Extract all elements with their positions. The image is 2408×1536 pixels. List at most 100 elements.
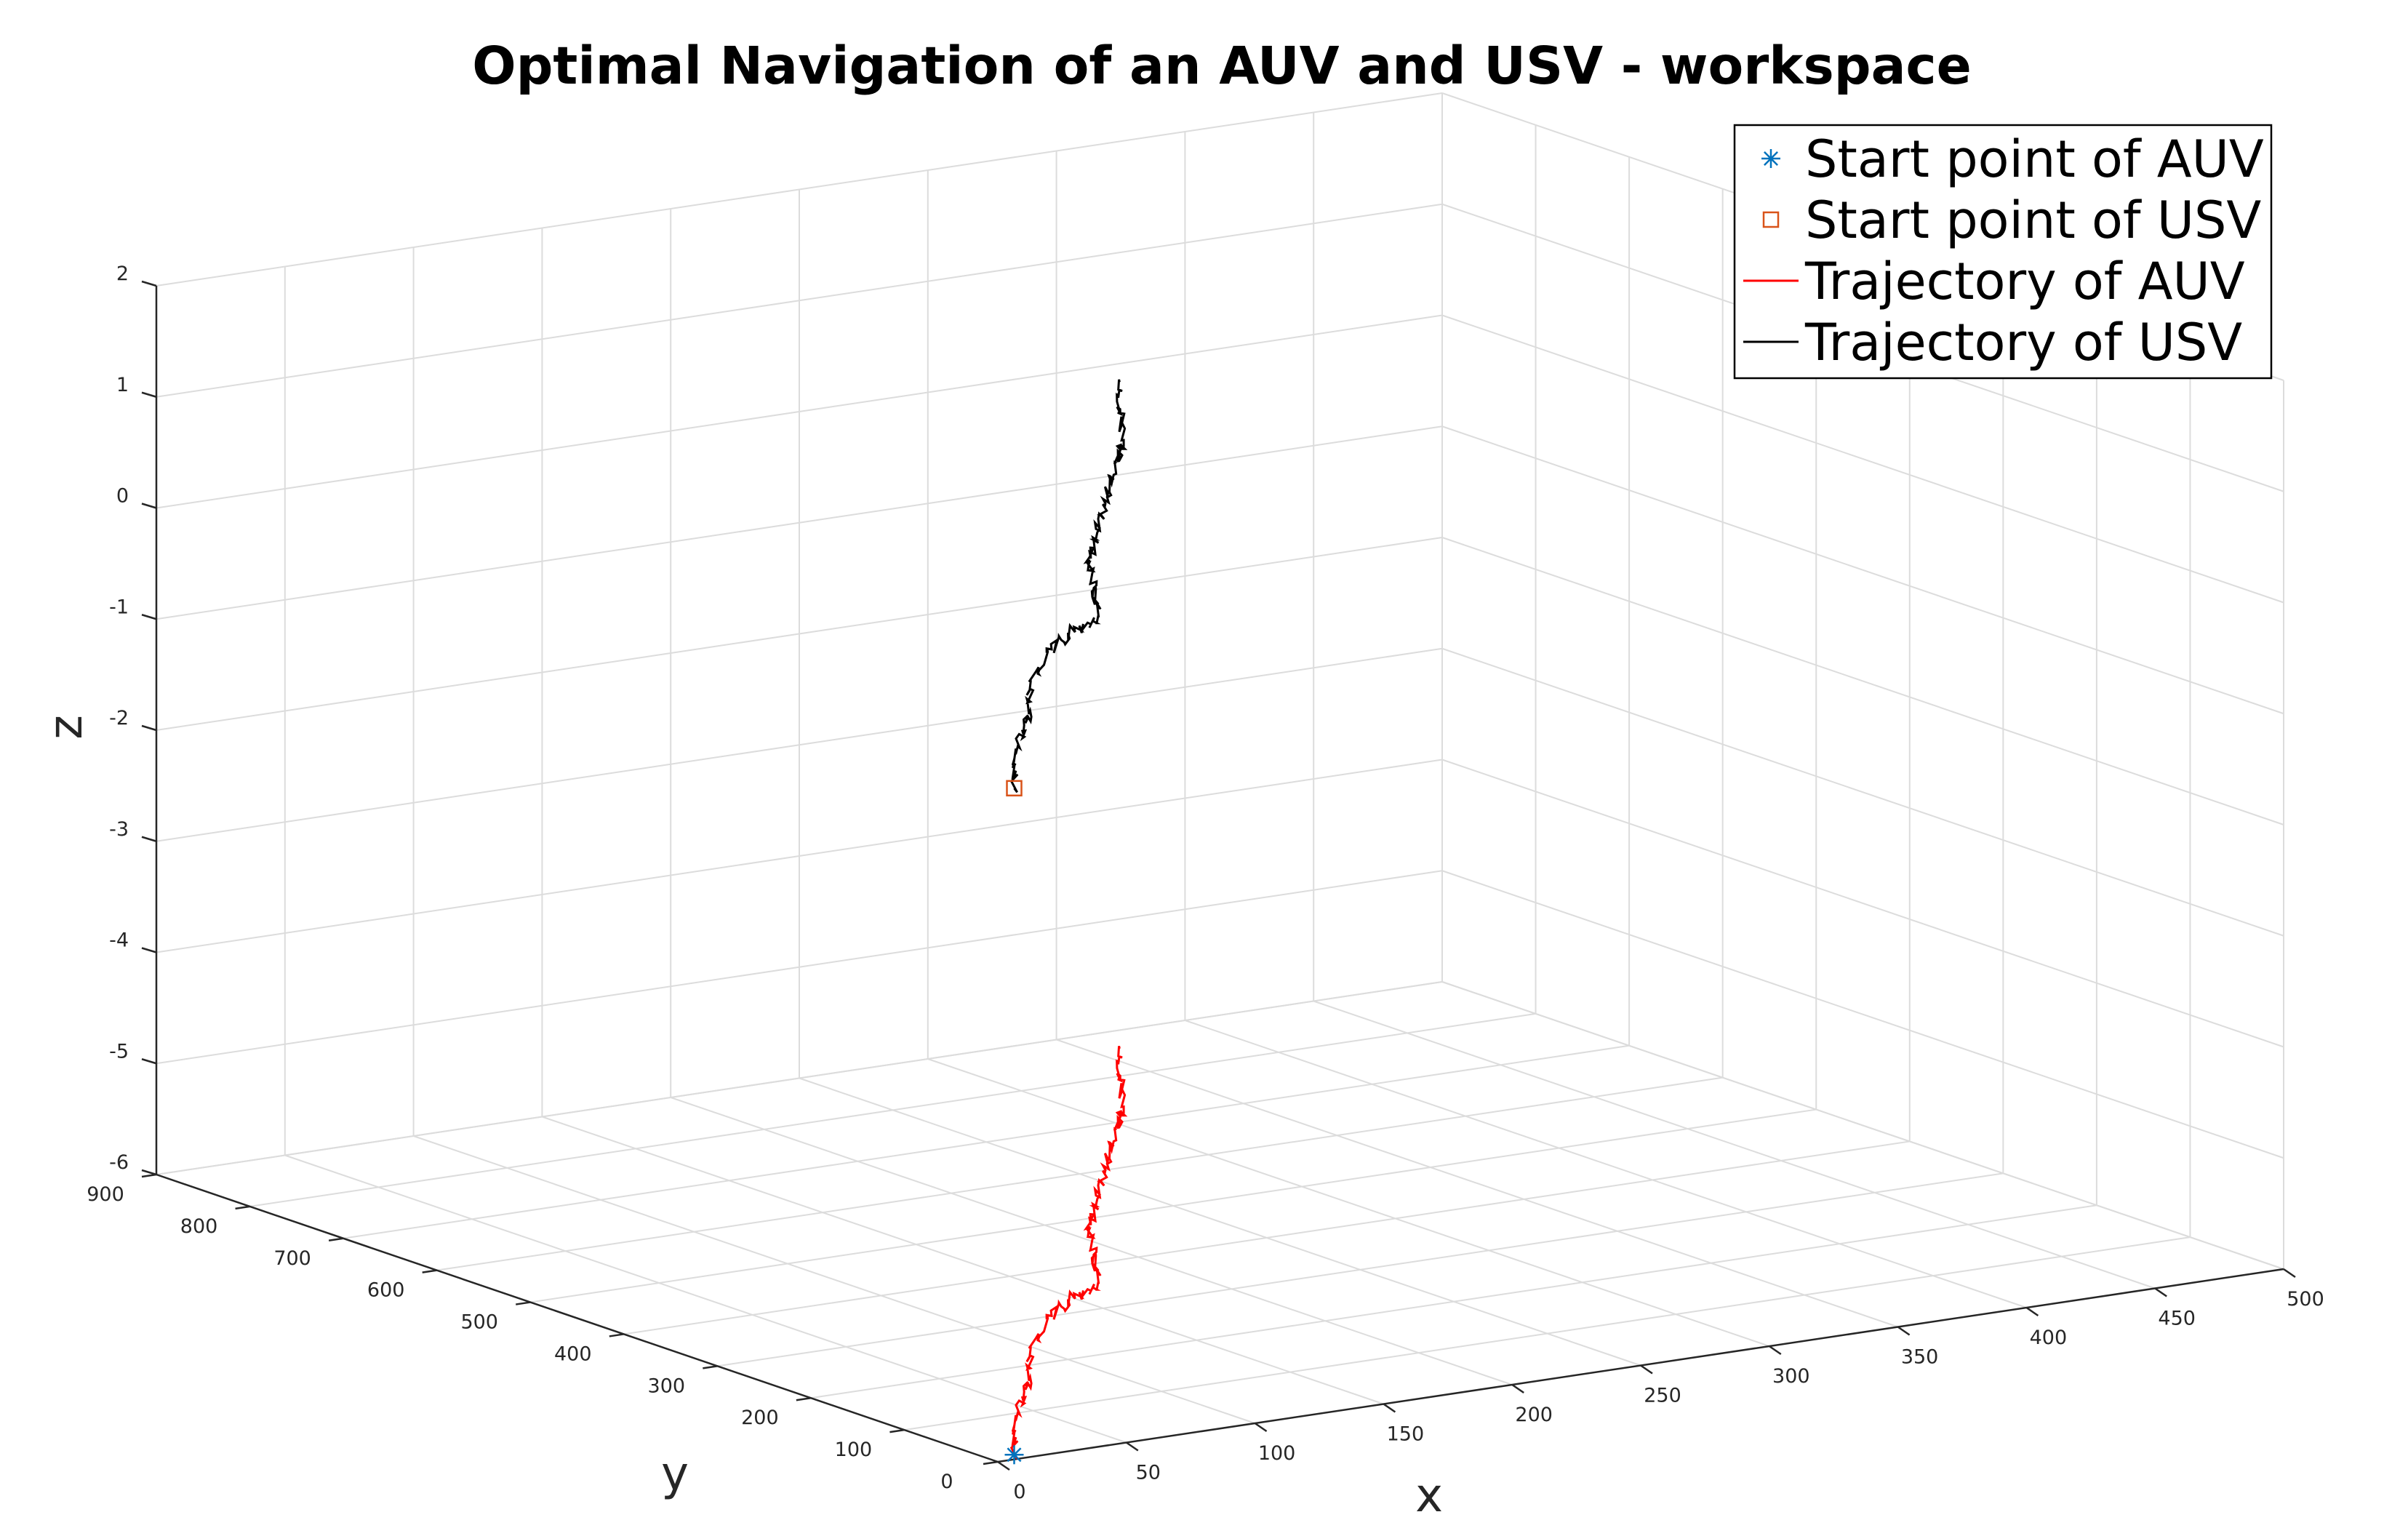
x-tick-mark — [2283, 1268, 2296, 1279]
side-grid-line-z — [1441, 425, 2284, 715]
y-tick-mark — [235, 1205, 250, 1210]
side-grid-line-z — [1441, 981, 2284, 1270]
back-grid-line-z — [156, 647, 1443, 842]
tick-labels: 0 50 100 150 200 250 300 350 400 450 500 0 100 200 300… — [87, 263, 2324, 1503]
floor-grid-line-y — [717, 1172, 2004, 1367]
side-grid-line-z — [1441, 314, 2284, 604]
floor-grid-line-x — [927, 1058, 1770, 1347]
floor-grid-line-y — [623, 1140, 1910, 1335]
y-tick-mark — [609, 1333, 624, 1337]
x-tick-mark — [1511, 1383, 1524, 1394]
floor-grid-line-x — [542, 1116, 1384, 1405]
z-tick-mark — [141, 503, 157, 509]
chart-title: Optimal Navigation of an AUV and USV - w… — [472, 36, 1972, 96]
y-tick-mark — [516, 1301, 531, 1305]
side-grid-line-z — [1441, 647, 2284, 937]
x-tick-label: 500 — [2287, 1288, 2324, 1311]
z-tick-label: 1 — [116, 374, 129, 396]
y-tick-mark — [703, 1365, 718, 1369]
legend-box — [1733, 124, 2273, 380]
x-tick-label: 400 — [2030, 1327, 2068, 1349]
x-tick-mark — [1897, 1326, 1911, 1336]
z-tick-label: -6 — [109, 1151, 129, 1174]
x-tick-label: 250 — [1644, 1385, 1681, 1407]
y-tick-label: 900 — [87, 1183, 124, 1206]
x-tick-mark — [1383, 1403, 1396, 1413]
y-tick-mark — [889, 1428, 905, 1433]
x-tick-mark — [1254, 1422, 1268, 1433]
series-line-trajectory-of-usv — [1009, 379, 1128, 793]
x-tick-mark — [1769, 1345, 1782, 1356]
x-tick-label: 450 — [2158, 1308, 2196, 1330]
z-tick-label: 2 — [116, 263, 129, 285]
x-tick-label: 150 — [1387, 1423, 1425, 1446]
y-tick-label: 500 — [460, 1311, 498, 1334]
x-tick-mark — [1640, 1364, 1653, 1375]
legend-label-trajectory-of-auv: Trajectory of AUV — [1804, 252, 2245, 311]
legend-swatch-start-point-of-usv — [1762, 211, 1780, 228]
series-line-trajectory-of-auv — [1009, 1045, 1128, 1460]
z-tick-label: -2 — [109, 707, 129, 729]
series — [1009, 379, 1128, 1460]
y-tick-mark — [983, 1460, 999, 1465]
y-tick-mark — [328, 1237, 344, 1242]
axes — [141, 280, 2296, 1471]
floor-grid-line-y — [904, 1236, 2191, 1431]
back-grid-line-z — [156, 314, 1443, 509]
z-tick-mark — [141, 391, 157, 398]
floor-grid-line-x — [1313, 1000, 2156, 1289]
z-tick-mark — [141, 1058, 157, 1065]
x-tick-label: 300 — [1772, 1365, 1810, 1388]
z-tick-label: 0 — [116, 485, 129, 508]
y-tick-label: 300 — [648, 1375, 686, 1397]
y-tick-label: 400 — [554, 1343, 592, 1365]
x-tick-mark — [1126, 1441, 1139, 1452]
back-grid-line-z — [156, 981, 1443, 1175]
z-tick-label: -4 — [109, 929, 129, 952]
z-tick-label: -1 — [109, 596, 129, 618]
floor-grid-line-x — [799, 1077, 1641, 1367]
x-tick-label: 0 — [1013, 1481, 1025, 1503]
marker-start-point-of-auv — [1004, 1445, 1024, 1465]
x-tick-mark — [2025, 1306, 2039, 1317]
back-grid-line-z — [156, 870, 1443, 1065]
side-grid-line-z — [1441, 537, 2284, 825]
x-tick-label: 100 — [1258, 1442, 1296, 1465]
y-tick-label: 700 — [273, 1247, 311, 1270]
legend-label-start-point-of-usv: Start point of USV — [1805, 191, 2261, 250]
legend-label-trajectory-of-usv: Trajectory of USV — [1804, 313, 2242, 372]
y-tick-label: 200 — [741, 1407, 779, 1429]
x-tick-label: 350 — [1901, 1346, 1939, 1369]
floor-grid-line-x — [1185, 1020, 2027, 1308]
y-axis-line — [156, 1173, 999, 1463]
back-grid-line-z — [156, 537, 1443, 731]
y-tick-label: 800 — [180, 1215, 218, 1238]
z-tick-mark — [141, 724, 157, 732]
z-tick-mark — [141, 947, 157, 953]
floor-grid-line-y — [343, 1044, 1630, 1239]
back-grid-line-z — [156, 759, 1443, 953]
z-tick-mark — [141, 1169, 157, 1176]
z-tick-mark — [141, 614, 157, 620]
x-tick-label: 200 — [1515, 1404, 1553, 1426]
z-axis-label: z — [39, 715, 93, 740]
x-tick-mark — [2154, 1287, 2167, 1297]
side-grid-line-z — [1441, 759, 2284, 1048]
floor-grid-line-x — [1056, 1039, 1898, 1328]
back-grid-line-z — [156, 425, 1443, 620]
y-tick-label: 100 — [835, 1439, 873, 1461]
y-tick-mark — [141, 1173, 157, 1178]
z-tick-label: -3 — [109, 818, 129, 841]
z-tick-label: -5 — [109, 1040, 129, 1063]
z-tick-mark — [141, 836, 157, 842]
floor-grid-line-y — [249, 1012, 1536, 1207]
y-tick-label: 600 — [367, 1279, 405, 1302]
x-axis-label: x — [1415, 1469, 1443, 1523]
grid-lines — [156, 92, 2284, 1463]
legend-label-start-point-of-auv: Start point of AUV — [1805, 129, 2264, 189]
floor-grid-line-y — [810, 1204, 2097, 1399]
y-tick-label: 0 — [940, 1471, 953, 1493]
y-tick-mark — [422, 1269, 437, 1273]
